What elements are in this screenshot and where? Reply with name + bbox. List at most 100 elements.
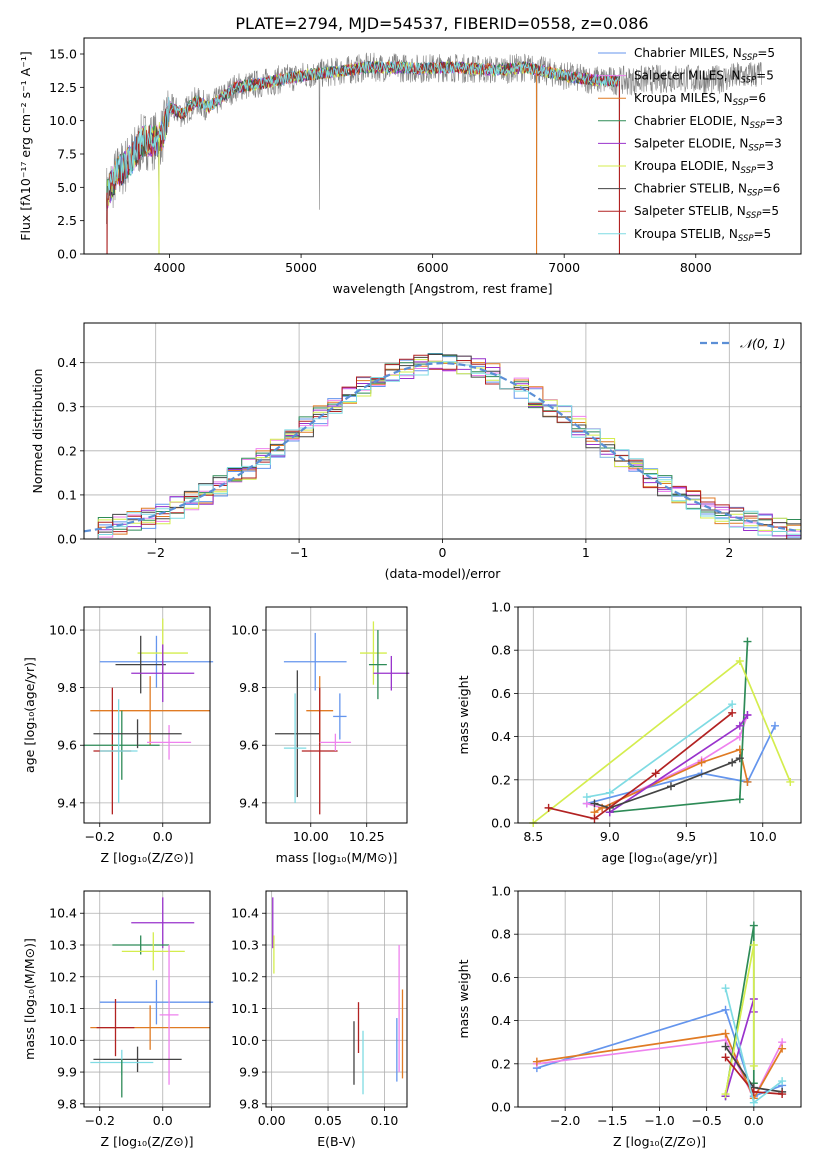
axes-age-mass: 10.00 10.25 9.4 9.6 9.8 10.0 mass [log₁₀(M/M⊙)… [231,607,407,865]
axes-spectrum: 4000 5000 6000 7000 8000 0.0 2.5 5.0 7.5 10.0 12.5… [18,47,712,297]
x-tick-label: 0.0 [153,1113,173,1128]
histogram-series [97,361,801,539]
x-tick-label: 10.0 [749,829,777,844]
y-tick-label: 10.3 [49,938,77,953]
y-tick-label: 9.9 [239,1065,259,1080]
weight-point-marker [590,814,599,823]
y-tick-label: 10.1 [49,1001,77,1016]
y-tick-label: 0.0 [491,1100,511,1115]
y-tick-label: 10.0 [231,623,259,638]
lines-weight-Z [532,921,787,1107]
y-tick-label: 0.4 [57,355,77,370]
weight-point-marker [666,782,675,791]
x-tick-label: 9.5 [676,829,696,844]
x-axis-label: E(B-V) [317,1134,356,1149]
y-tick-label: 1.0 [491,884,511,899]
y-tick-label: 0.2 [57,443,77,458]
y-tick-label: 9.8 [239,680,259,695]
y-axis-label: Normed distribution [30,369,45,494]
weight-point-marker [728,700,737,709]
y-tick-label: 10.4 [49,906,77,921]
x-tick-label: 8.5 [523,829,543,844]
weight-point-marker [532,1057,541,1066]
y-tick-label: 10.2 [49,969,77,984]
x-tick-label: −1 [290,545,308,560]
y-tick-label: 0.6 [491,686,511,701]
x-tick-label: 2 [725,545,733,560]
legend-label: Salpeter STELIB, NSSP=5 [634,204,779,221]
x-tick-label: 0.10 [371,1113,399,1128]
weight-point-marker [735,754,744,763]
axes-mass-Z: −0.2 0.0 9.8 9.9 10.0 10.1 10.2 10.3 10.4 Z [log₁… [22,891,210,1149]
x-tick-label: 8000 [680,260,712,275]
x-axis-label: Z [log₁₀(Z/Z⊙)] [101,850,194,865]
y-tick-label: 9.6 [239,738,259,753]
weight-point-marker [590,799,599,808]
x-tick-label: −1.0 [644,1113,674,1128]
y-tick-label: 10.0 [49,113,77,128]
weight-point-marker [770,721,779,730]
y-tick-label: 10.4 [231,906,259,921]
weight-point-marker [778,1044,787,1053]
y-tick-label: 10.0 [49,1033,77,1048]
weight-point-marker [743,711,752,719]
weight-point-marker [749,941,758,949]
x-tick-label: 0.00 [258,1113,286,1128]
x-tick-label: 7000 [548,260,580,275]
legend-residuals: 𝒩(0, 1) [700,336,786,351]
x-tick-label: −1.5 [597,1113,627,1128]
weight-point-marker [721,1042,730,1051]
x-tick-label: −2.0 [550,1113,580,1128]
y-tick-label: 0.4 [491,1013,511,1028]
y-tick-label: 0.3 [57,399,77,414]
weight-point-marker [735,657,744,665]
legend-label: Kroupa MILES, NSSP=6 [634,91,766,108]
y-tick-label: 9.8 [57,680,77,695]
weight-point-marker [721,1029,730,1038]
x-tick-label: 4000 [154,260,186,275]
weight-point-marker [735,721,744,730]
y-tick-label: 10.2 [231,969,259,984]
x-axis-label: mass [log₁₀(M/M⊙)] [276,850,398,865]
y-tick-label: 0.0 [57,532,77,547]
y-axis-label: age [log₁₀(age/yr)] [22,657,37,773]
x-axis-label: wavelength [Angstrom, rest frame] [332,281,552,296]
weight-point-marker [735,795,744,804]
legend-label: Chabrier ELODIE, NSSP=3 [634,114,783,131]
plot-frame [265,890,408,1108]
y-tick-label: 15.0 [49,47,77,62]
y-tick-label: 9.9 [57,1065,77,1080]
y-tick-label: 10.1 [231,1001,259,1016]
spectrum-model-line [106,60,620,211]
plot-frame [83,606,211,824]
x-tick-label: 6000 [417,260,449,275]
axes-residuals: −2 −1 0 1 2 0.0 0.1 0.2 0.3 0.4 (data-model)/error… [30,323,801,581]
weight-point-marker [743,637,752,646]
x-tick-label: −0.5 [691,1113,721,1128]
weight-series-line [536,1008,783,1098]
x-tick-label: 0 [439,545,447,560]
plot-frame [83,322,802,540]
y-tick-label: 12.5 [49,80,77,95]
legend-label: Chabrier STELIB, NSSP=6 [634,182,780,199]
legend-spectrum: Chabrier MILES, NSSP=5 Salpeter MILES, NS… [598,46,783,244]
legend-label: Salpeter MILES, NSSP=5 [634,69,774,86]
y-tick-label: 9.6 [57,738,77,753]
x-tick-label: 0.0 [153,829,173,844]
weight-point-marker [651,769,660,778]
weight-point-marker [605,788,614,797]
weight-point-marker [749,921,758,930]
x-tick-label: 10.25 [349,829,385,844]
x-tick-label: 9.0 [600,829,620,844]
x-tick-label: 5000 [285,260,317,275]
y-tick-label: 9.8 [239,1096,259,1111]
x-tick-label: −0.2 [85,829,115,844]
y-tick-label: 0.8 [491,643,511,658]
y-tick-label: 10.0 [49,623,77,638]
y-tick-label: 10.0 [231,1033,259,1048]
plot-frame [517,890,802,1108]
x-tick-label: 0.05 [314,1113,342,1128]
histogram-steps [84,353,801,539]
legend-label: Kroupa STELIB, NSSP=5 [634,227,771,244]
y-tick-label: 9.4 [57,795,77,810]
